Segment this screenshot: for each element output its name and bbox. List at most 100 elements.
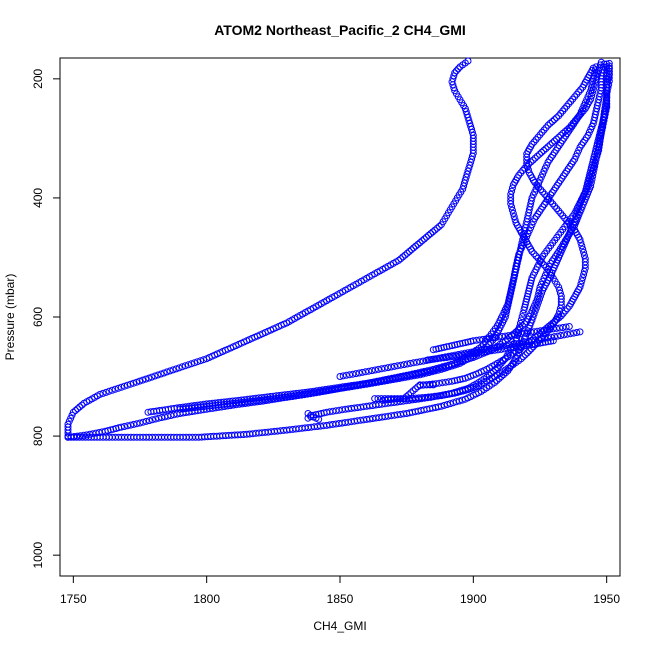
data-point <box>99 389 107 397</box>
data-point <box>576 328 584 336</box>
chart-title: ATOM2 Northeast_Pacific_2 CH4_GMI <box>214 22 466 38</box>
data-point <box>442 378 450 386</box>
data-point <box>537 327 544 335</box>
data-point <box>521 351 529 359</box>
data-point <box>133 378 141 386</box>
data-point <box>416 381 424 389</box>
x-axis-label: CH4_GMI <box>313 619 366 633</box>
data-point <box>498 333 506 340</box>
data-point <box>559 324 567 331</box>
data-point <box>555 133 563 141</box>
data-point <box>163 368 171 376</box>
data-point <box>493 343 501 351</box>
data-point <box>425 231 432 239</box>
data-point <box>550 137 558 145</box>
data-point <box>419 357 427 365</box>
data-point <box>489 334 496 342</box>
data-point <box>535 286 543 294</box>
x-tick-label: 1750 <box>60 592 87 606</box>
data-point <box>136 377 144 385</box>
data-point <box>374 365 382 373</box>
data-point <box>407 389 415 397</box>
data-point <box>403 360 411 368</box>
data-point <box>528 337 536 345</box>
data-point <box>397 255 405 263</box>
data-point <box>547 333 555 341</box>
data-point <box>468 350 476 358</box>
data-point <box>531 336 539 344</box>
data-point <box>603 92 611 99</box>
data-point <box>581 255 589 263</box>
data-point <box>148 416 156 424</box>
data-point <box>561 307 569 315</box>
data-point <box>438 354 446 361</box>
data-point <box>511 216 519 224</box>
data-point <box>123 381 131 389</box>
data-point <box>603 86 611 94</box>
data-point <box>482 335 490 343</box>
data-point <box>72 407 79 414</box>
data-point <box>451 351 459 359</box>
data-point <box>565 323 573 330</box>
data-point <box>461 349 469 357</box>
data-point <box>403 249 411 257</box>
data-point <box>203 355 211 363</box>
data-point <box>476 336 484 344</box>
point-series <box>416 64 597 389</box>
data-point <box>336 373 344 380</box>
data-point <box>139 418 147 426</box>
data-point <box>527 197 535 205</box>
data-point <box>578 277 586 285</box>
data-point <box>117 423 125 431</box>
data-point <box>517 330 525 338</box>
data-point <box>381 364 389 372</box>
data-point <box>603 89 611 97</box>
data-point <box>542 145 550 153</box>
data-point <box>408 246 415 254</box>
data-point <box>465 350 473 358</box>
data-point <box>527 328 535 336</box>
data-point <box>536 150 543 158</box>
data-point <box>508 206 516 214</box>
data-point <box>603 97 611 105</box>
data-point <box>64 429 72 437</box>
x-tick-label: 1950 <box>593 592 620 606</box>
data-point <box>512 340 520 348</box>
data-point <box>514 254 522 261</box>
data-point <box>435 354 443 362</box>
data-point <box>548 139 556 147</box>
data-point <box>429 365 437 373</box>
data-point <box>517 316 525 324</box>
data-point <box>490 344 498 352</box>
data-point <box>454 351 462 358</box>
data-point <box>142 375 150 383</box>
data-point <box>580 267 588 275</box>
data-point <box>474 347 482 355</box>
y-tick-label: 400 <box>31 188 45 208</box>
data-point <box>589 64 597 72</box>
data-point <box>397 361 405 369</box>
data-point <box>469 337 477 345</box>
data-point <box>432 355 440 363</box>
data-point <box>534 254 542 262</box>
data-point <box>405 391 413 399</box>
data-point <box>117 383 125 391</box>
data-point <box>114 384 122 392</box>
data-point <box>554 332 562 340</box>
data-point <box>501 332 509 340</box>
data-point <box>550 333 558 341</box>
data-point <box>531 154 539 162</box>
data-point <box>145 374 153 382</box>
data-point <box>445 361 453 369</box>
data-point <box>401 251 409 259</box>
data-point <box>605 62 613 70</box>
data-point <box>142 417 150 425</box>
data-point <box>525 169 533 177</box>
data-point <box>514 330 522 338</box>
data-point <box>524 329 532 337</box>
data-point <box>178 363 186 371</box>
data-point <box>544 334 552 342</box>
data-point <box>456 376 464 383</box>
y-tick-label: 200 <box>31 69 45 89</box>
